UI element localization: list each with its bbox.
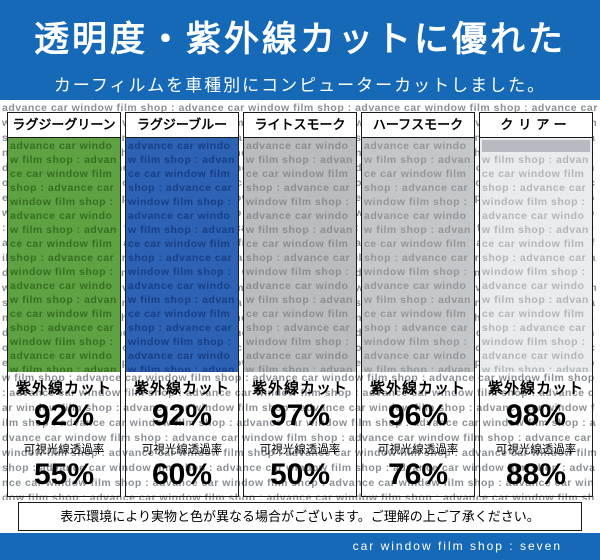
film-name: ラグジーグリーン xyxy=(8,113,120,138)
vlt-label: 可視光線透過率 xyxy=(23,444,105,456)
uv-cut-value: 97% xyxy=(269,399,331,432)
vlt-value: 76% xyxy=(387,458,449,491)
uv-cut-value: 92% xyxy=(33,399,95,432)
uv-cut-value: 98% xyxy=(505,399,567,432)
page-subtitle: カーフィルムを車種別にコンピューターカットしました。 xyxy=(53,76,547,95)
film-swatch-light-smoke: advance car window film shop : advance c… xyxy=(244,138,356,372)
uv-cut-label: 紫外線カット xyxy=(15,380,112,397)
vlt-label: 可視光線透過率 xyxy=(377,444,459,456)
film-swatch-half-smoke: advance car window film shop : advance c… xyxy=(362,138,474,372)
header-band: 透明度・紫外線カットに優れた カーフィルムを車種別にコンピューターカットしました… xyxy=(0,0,600,100)
vlt-value: 50% xyxy=(269,458,331,491)
film-name: ハーフスモーク xyxy=(362,113,474,138)
film-stats: 紫外線カット 98% 可視光線透過率 88% xyxy=(480,372,592,496)
uv-cut-value: 96% xyxy=(387,399,449,432)
vlt-value: 88% xyxy=(505,458,567,491)
vlt-label: 可視光線透過率 xyxy=(495,444,577,456)
page-title: 透明度・紫外線カットに優れた xyxy=(33,20,566,59)
vlt-value: 60% xyxy=(151,458,213,491)
film-column-clear: クリアー advance car window film shop : adva… xyxy=(479,112,593,497)
film-column-luxury-blue: ラグジーブルー advance car window film shop : a… xyxy=(125,112,239,497)
film-stats: 紫外線カット 97% 可視光線透過率 50% xyxy=(244,372,356,496)
film-column-luxury-green: ラグジーグリーン advance car window film shop : … xyxy=(7,112,121,497)
vlt-value: 55% xyxy=(33,458,95,491)
vlt-label: 可視光線透過率 xyxy=(259,444,341,456)
film-name: ラグジーブルー xyxy=(126,113,238,138)
color-disclaimer: 表示環境により実物と色が異なる場合がございます。ご理解の上ご了承ください。 xyxy=(18,502,582,531)
film-sample-table: ラグジーグリーン advance car window film shop : … xyxy=(7,112,593,497)
uv-cut-label: 紫外線カット xyxy=(251,380,348,397)
film-swatch-clear: advance car window film shop : advance c… xyxy=(480,138,592,372)
film-swatch-blue: advance car window film shop : advance c… xyxy=(126,138,238,372)
uv-cut-value: 92% xyxy=(151,399,213,432)
vlt-label: 可視光線透過率 xyxy=(141,444,223,456)
shop-name: car window film shop : seven xyxy=(352,539,562,553)
film-column-half-smoke: ハーフスモーク advance car window film shop : a… xyxy=(361,112,475,497)
footer-band: car window film shop : seven xyxy=(0,533,600,560)
uv-cut-label: 紫外線カット xyxy=(487,380,584,397)
film-stats: 紫外線カット 92% 可視光線透過率 60% xyxy=(126,372,238,496)
film-name: ライトスモーク xyxy=(244,113,356,138)
film-stats: 紫外線カット 96% 可視光線透過率 76% xyxy=(362,372,474,496)
film-stats: 紫外線カット 92% 可視光線透過率 55% xyxy=(8,372,120,496)
uv-cut-label: 紫外線カット xyxy=(369,380,466,397)
film-swatch-green: advance car window film shop : advance c… xyxy=(8,138,120,372)
film-name: クリアー xyxy=(480,113,592,138)
film-column-light-smoke: ライトスモーク advance car window film shop : a… xyxy=(243,112,357,497)
uv-cut-label: 紫外線カット xyxy=(133,380,230,397)
